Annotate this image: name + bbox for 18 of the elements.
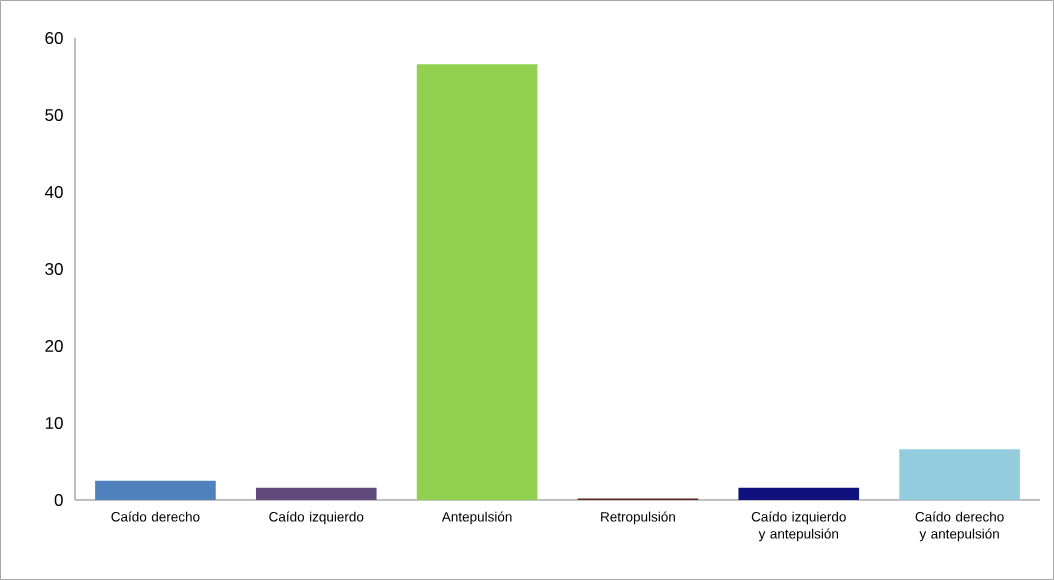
y-tick-label: 30 [45, 262, 63, 276]
y-tick-label: 60 [45, 31, 63, 45]
bar [95, 480, 216, 500]
x-tick-label: Retropulsión [601, 511, 675, 525]
bar [738, 487, 860, 500]
y-tick-label: 40 [44, 185, 63, 199]
x-tick-label: Caído izquierdo [269, 511, 364, 525]
y-tick-label: 20 [45, 339, 63, 353]
y-tick-label: 10 [45, 416, 63, 430]
x-tick-label: Caído derecho [111, 511, 200, 522]
y-tick-label: 0 [54, 493, 63, 507]
x-tick-label: Antepulsión [441, 511, 512, 525]
bar [255, 487, 377, 500]
y-tick-label: 50 [45, 108, 63, 122]
x-tick-label: Caído derecho y antepulsión [915, 511, 1004, 542]
x-tick-label: Caído izquierdo y antepulsión [751, 511, 846, 542]
bar [416, 64, 538, 500]
bar [899, 449, 1020, 500]
